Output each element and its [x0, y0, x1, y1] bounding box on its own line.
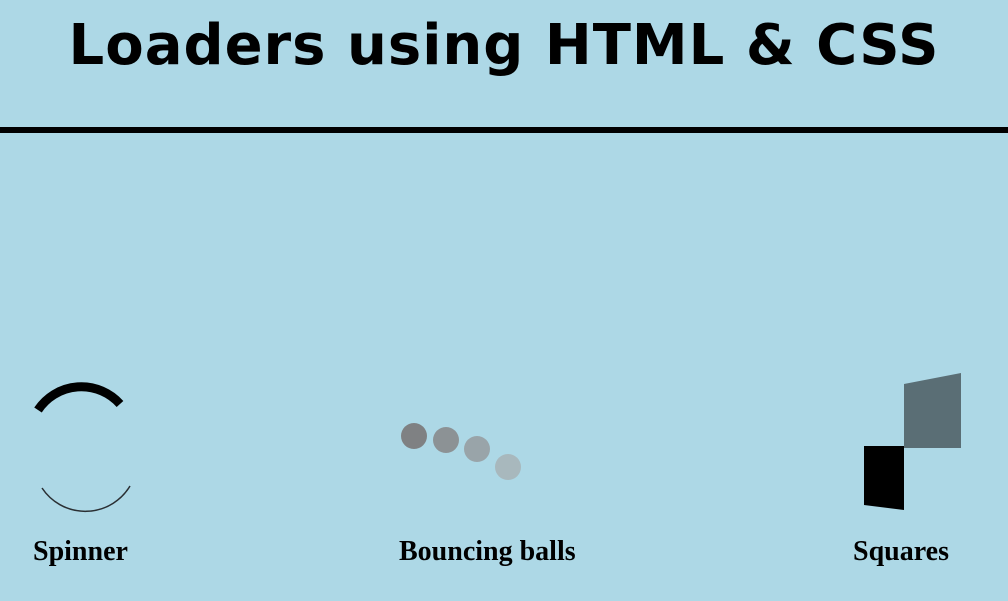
squares-icon	[864, 373, 961, 510]
header-divider	[0, 127, 1008, 133]
spinner-thin-arc	[41, 485, 131, 513]
ball-2	[433, 427, 459, 453]
spinner-thick-arc	[34, 382, 124, 413]
spinner-label: Spinner	[33, 536, 128, 567]
ball-4	[495, 454, 521, 480]
square-slate	[904, 373, 961, 448]
square-dark	[864, 446, 904, 510]
bouncing-balls-icon	[401, 423, 521, 480]
ball-3	[464, 436, 490, 462]
squares-label: Squares	[853, 536, 949, 567]
page-title: Loaders using HTML & CSS	[68, 13, 940, 78]
ball-1	[401, 423, 427, 449]
bouncing-balls-label: Bouncing balls	[399, 536, 576, 567]
spinner-icon	[34, 382, 131, 513]
